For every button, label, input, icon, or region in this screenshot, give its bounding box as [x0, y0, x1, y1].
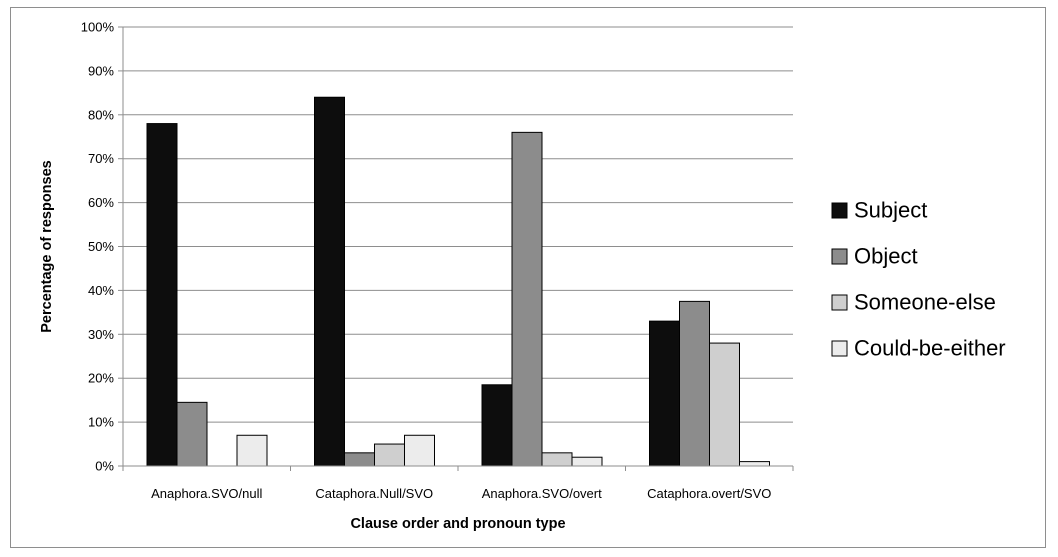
y-tick-label: 90%	[88, 63, 114, 78]
bar-could-be-either-4	[739, 461, 770, 467]
bar-object-4	[679, 300, 710, 467]
bar-someone-else-2	[374, 443, 405, 467]
legend-label: Object	[854, 244, 918, 269]
bar-subject-1	[146, 123, 178, 467]
legend-swatch-someone-else	[831, 294, 848, 311]
x-tick-labels: Anaphora.SVO/null Cataphora.Null/SVO Anaph…	[151, 486, 771, 501]
legend-label: Subject	[854, 198, 927, 223]
y-tick-label: 20%	[88, 371, 114, 386]
legend-swatch-subject	[831, 202, 848, 219]
bar-object-3	[511, 131, 543, 467]
y-tick-labels: 0% 10% 20% 30% 40% 50% 60% 70% 80% 90% 100%	[81, 20, 115, 474]
y-tick-label: 30%	[88, 327, 114, 342]
axes	[122, 27, 793, 467]
bar-someone-else-4	[709, 342, 740, 467]
y-tick-label: 80%	[88, 107, 114, 122]
legend-swatch-object	[831, 248, 848, 265]
y-tick-label: 50%	[88, 239, 114, 254]
bar-subject-3	[481, 384, 513, 467]
legend-label: Someone-else	[854, 290, 996, 315]
y-tick-label: 70%	[88, 151, 114, 166]
bar-someone-else-3	[541, 452, 573, 467]
legend-swatch-could-be-either	[831, 340, 848, 357]
bar-could-be-either-2	[404, 434, 435, 467]
bar-subject-2	[314, 96, 345, 467]
bar-object-2	[344, 452, 375, 467]
x-axis-title: Clause order and pronoun type	[350, 516, 565, 532]
y-tick-label: 0%	[95, 459, 114, 474]
bar-subject-4	[649, 320, 680, 467]
x-tick-label: Cataphora.Null/SVO	[315, 486, 433, 501]
legend-label: Could-be-either	[854, 336, 1006, 361]
x-tick-label: Cataphora.overt/SVO	[647, 486, 771, 501]
bars	[146, 96, 770, 467]
x-tick-label: Anaphora.SVO/overt	[482, 486, 602, 501]
bar-could-be-either-3	[571, 456, 603, 467]
legend: Subject Object Someone-else Could-be-either	[831, 198, 1006, 361]
x-tick-label: Anaphora.SVO/null	[151, 486, 262, 501]
y-tick-label: 10%	[88, 415, 114, 430]
bar-object-1	[176, 401, 208, 467]
y-tick-label: 40%	[88, 283, 114, 298]
y-tick-label: 60%	[88, 195, 114, 210]
y-axis-title: Percentage of responses	[39, 160, 55, 332]
y-tick-label: 100%	[81, 20, 115, 35]
bar-could-be-either-1	[236, 434, 268, 467]
